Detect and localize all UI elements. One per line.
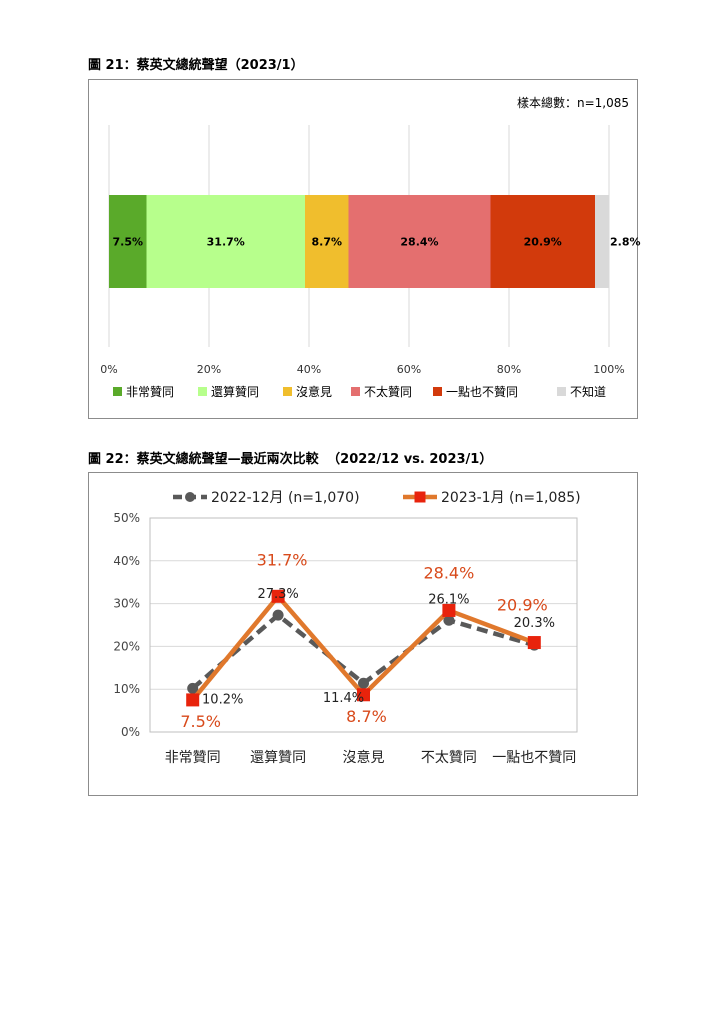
legend-label-very-disapprove: 一點也不贊同 [446, 385, 518, 399]
legend-label-very-approve: 非常贊同 [126, 385, 174, 399]
x-tick-label: 還算贊同 [250, 750, 306, 766]
value-label-very-approve: 7.5% [112, 236, 143, 249]
legend-swatch-dont-know [557, 387, 566, 396]
x-tick-label: 100% [593, 363, 624, 376]
value-label-very-disapprove: 20.9% [524, 236, 562, 249]
chart2-gridlines [149, 517, 578, 733]
data-label-2022-12: 20.3% [514, 616, 555, 631]
data-label-2023-01: 8.7% [346, 707, 387, 726]
y-tick-label: 20% [113, 639, 140, 653]
x-tick-label: 20% [197, 363, 221, 376]
series-2023-01-marker [186, 693, 200, 707]
x-tick-label: 沒意見 [343, 749, 385, 766]
data-label-2022-12: 10.2% [202, 692, 243, 707]
x-tick-label: 非常贊同 [165, 750, 221, 766]
stacked-bar-chart: 樣本總數：n=1,085 7.5% 31.7% 8.7% 28.4% 20.9% 2.8%… [100, 95, 640, 399]
data-label-2023-01: 28.4% [423, 563, 474, 582]
series-2022-12-line [191, 612, 535, 691]
series-2022-12-marker [358, 677, 369, 689]
chart1-legend: 非常贊同 還算贊同 沒意見 不太贊同 一點也不贊同 不知道 [113, 384, 606, 399]
series-2023-01-marker [442, 603, 456, 617]
series-2023-01-marker [527, 636, 541, 650]
data-label-2023-01: 20.9% [497, 596, 548, 615]
value-label-approve: 31.7% [207, 236, 245, 249]
legend-swatch-approve [198, 387, 207, 396]
chart2-x-ticks: 非常贊同 還算贊同 沒意見 不太贊同 一點也不贊同 [165, 749, 577, 766]
x-tick-label: 0% [100, 363, 117, 376]
figure-22-chart: 2022-12月 (n=1,070) 2023-1月 (n=1,085) 0% 10… [88, 472, 638, 796]
bar-segment-no-opinion [305, 195, 349, 288]
data-label-2023-01: 7.5% [180, 712, 221, 731]
legend-label-disapprove: 不太贊同 [364, 384, 412, 399]
bar-segment-approve [146, 195, 305, 288]
value-label-dont-know: 2.8% [610, 236, 641, 249]
y-tick-label: 0% [121, 725, 140, 739]
data-label-2023-01: 31.7% [257, 550, 308, 569]
x-tick-label: 80% [497, 363, 521, 376]
y-tick-label: 40% [113, 554, 140, 568]
y-tick-label: 50% [113, 511, 140, 525]
data-label-2022-12: 26.1% [428, 592, 469, 607]
x-tick-label: 一點也不贊同 [492, 750, 576, 766]
legend-label-approve: 還算贊同 [211, 384, 259, 399]
series-2023-01-marker [271, 589, 285, 603]
legend-marker-2022-12 [185, 492, 195, 502]
figure-21-title: 圖 21：蔡英文總統聲望（2023/1） [88, 54, 304, 73]
x-tick-label: 60% [397, 363, 421, 376]
series-2022-12-marker [272, 609, 284, 621]
legend-label-2023-01: 2023-1月 (n=1,085) [441, 490, 581, 506]
line-chart: 2022-12月 (n=1,070) 2023-1月 (n=1,085) 0% 10… [113, 490, 581, 766]
data-label-2022-12: 27.3% [257, 587, 298, 602]
chart2-series [186, 589, 541, 707]
chart2-data-labels: 10.2% 27.3% 11.4% 26.1% 20.3% 7.5% 31.7% 8.7% 28… [180, 550, 555, 731]
bar-segment-dont-know [595, 195, 609, 288]
legend-marker-2023-01 [414, 491, 426, 503]
x-tick-label: 不太贊同 [421, 750, 477, 766]
chart2-legend: 2022-12月 (n=1,070) 2023-1月 (n=1,085) [173, 490, 581, 506]
plot-area-border [149, 517, 578, 733]
data-label-2022-12: 11.4% [323, 691, 364, 706]
legend-swatch-disapprove [351, 387, 360, 396]
legend-label-no-opinion: 沒意見 [296, 384, 332, 399]
legend-swatch-very-disapprove [433, 387, 442, 396]
y-tick-label: 30% [113, 597, 140, 611]
y-tick-label: 10% [113, 682, 140, 696]
chart1-x-ticks: 0% 20% 40% 60% 80% 100% [100, 363, 624, 376]
figure-21-chart: 樣本總數：n=1,085 7.5% 31.7% 8.7% 28.4% 20.9% 2.8%… [88, 79, 641, 419]
value-label-disapprove: 28.4% [400, 236, 438, 249]
figure-22-title: 圖 22：蔡英文總統聲望—最近兩次比較 （2022/12 vs. 2023/1） [88, 448, 492, 467]
x-tick-label: 40% [297, 363, 321, 376]
series-2023-01-marker [357, 688, 370, 702]
legend-label-dont-know: 不知道 [570, 385, 606, 399]
legend-swatch-very-approve [113, 387, 122, 396]
legend-label-2022-12: 2022-12月 (n=1,070) [211, 490, 360, 506]
chart2-y-ticks: 0% 10% 20% 30% 40% 50% [113, 511, 140, 739]
bar-segment-very-disapprove [490, 195, 595, 288]
bar-segment-disapprove [348, 195, 491, 288]
value-label-no-opinion: 8.7% [311, 236, 342, 249]
series-2022-12-marker [187, 682, 199, 694]
bar-segment-very-approve [109, 195, 147, 288]
figure-22-title-suffix: （2022/12 vs. 2023/1） [327, 452, 493, 467]
series-2022-12-marker [443, 614, 455, 626]
figure-21-title-text: 圖 21：蔡英文總統聲望（2023/1） [88, 58, 304, 73]
sample-size-note: 樣本總數：n=1,085 [517, 95, 629, 110]
chart1-bars [109, 195, 609, 288]
legend-swatch-no-opinion [283, 387, 292, 396]
chart1-value-labels: 7.5% 31.7% 8.7% 28.4% 20.9% 2.8% [112, 236, 640, 249]
figure-22-title-text: 圖 22：蔡英文總統聲望—最近兩次比較 [88, 452, 319, 467]
